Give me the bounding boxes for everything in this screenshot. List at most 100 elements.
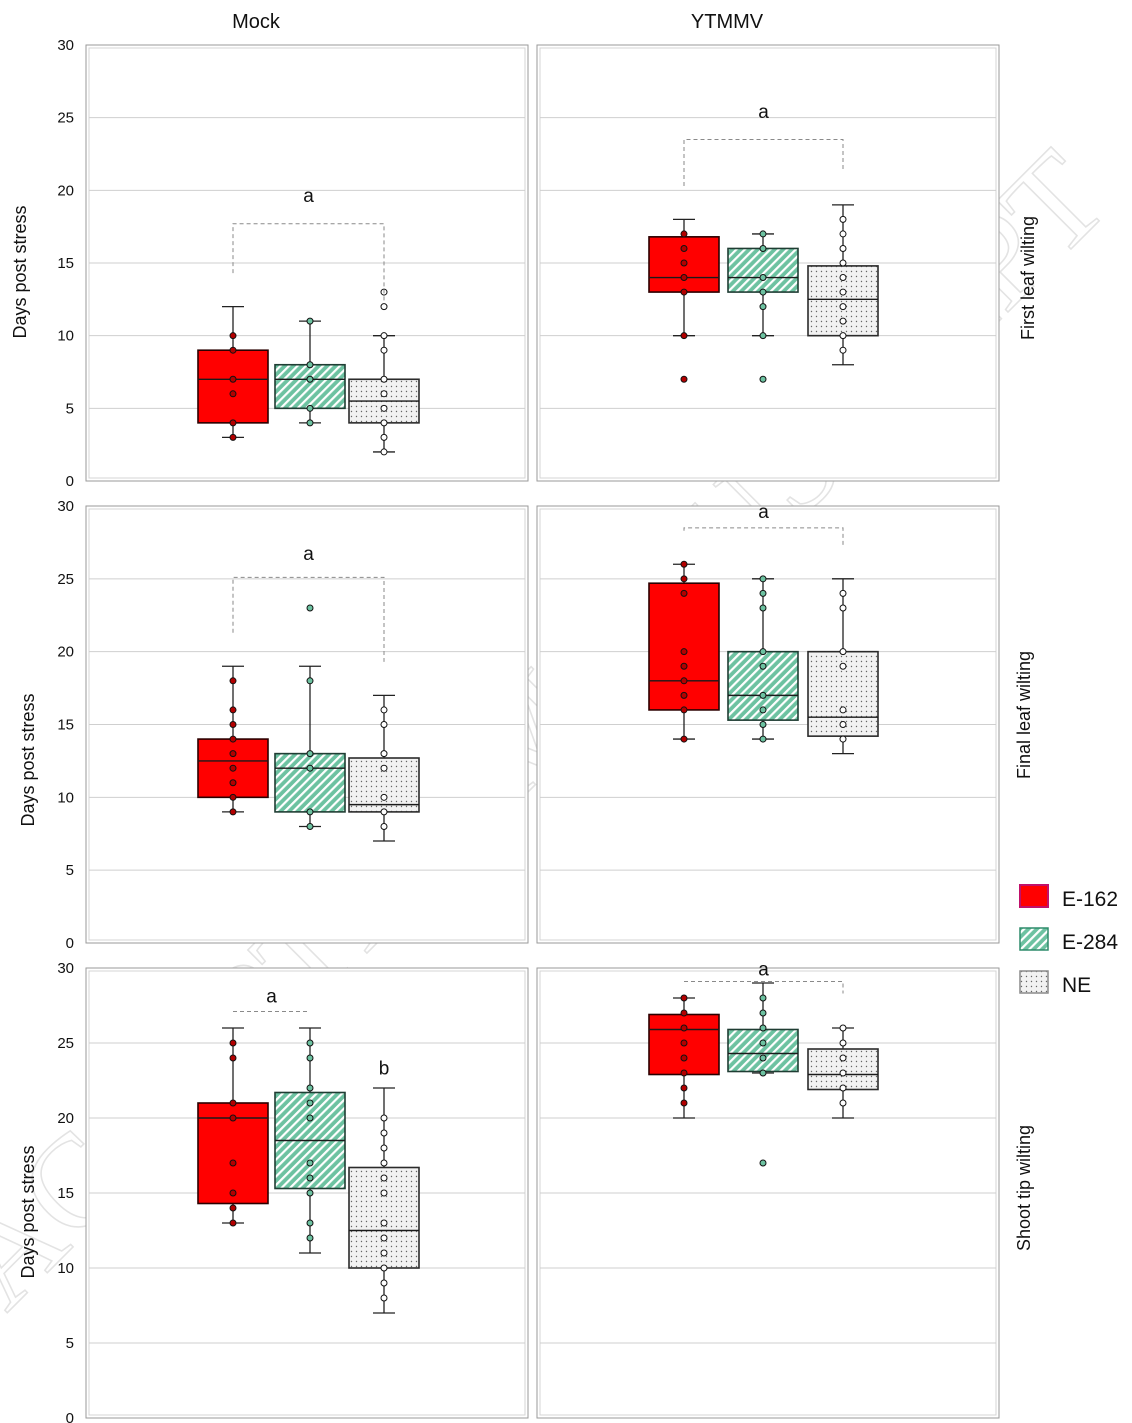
panel-final-leaf-wilting-ytmmv-e-284-point bbox=[759, 604, 767, 612]
panel-final-leaf-wilting-ytmmv-e-162-point bbox=[680, 677, 688, 685]
panel-shoot-tip-wilting-ytmmv-e-284-point bbox=[759, 1024, 767, 1032]
panel-first-leaf-wilting-mock-ne-point bbox=[380, 404, 388, 412]
panel-first-leaf-wilting-ytmmv-ne-point bbox=[839, 332, 847, 340]
panel-first-leaf-wilting-mock-e-162-box bbox=[197, 349, 269, 424]
panel-shoot-tip-wilting-ytmmv-e-284-point bbox=[759, 1159, 767, 1167]
panel-first-leaf-wilting-mock-y-tick-label: 5 bbox=[66, 400, 74, 417]
panel-shoot-tip-wilting-mock-y-tick-label: 0 bbox=[66, 1410, 74, 1423]
panel-first-leaf-wilting-ytmmv-e-284-point bbox=[759, 244, 767, 252]
panel-first-leaf-wilting-mock-ne-point bbox=[380, 390, 388, 398]
legend-label-e-162: E-162 bbox=[1062, 888, 1118, 911]
panel-first-leaf-wilting-mock-y-tick-label: 15 bbox=[57, 255, 74, 272]
panel-final-leaf-wilting-mock-ne-box bbox=[348, 757, 420, 813]
panel-shoot-tip-wilting-mock-e-284-point bbox=[306, 1174, 314, 1182]
panel-final-leaf-wilting-ytmmv-e-162-point bbox=[680, 691, 688, 699]
panel-first-leaf-wilting-mock-e-284-point bbox=[306, 375, 314, 383]
panel-final-leaf-wilting-mock-e-162-point bbox=[229, 677, 237, 685]
panel-final-leaf-wilting-mock-e-162-point bbox=[229, 764, 237, 772]
panel-final-leaf-wilting-mock-ne-point bbox=[380, 808, 388, 816]
panel-first-leaf-wilting-ytmmv-ne-point bbox=[839, 288, 847, 296]
panel-final-leaf-wilting-ytmmv-significance-bracket bbox=[683, 527, 844, 546]
panel-first-leaf-wilting-ytmmv-ne-point bbox=[839, 244, 847, 252]
panel-shoot-tip-wilting-mock-y-tick-label: 20 bbox=[57, 1110, 74, 1127]
panel-first-leaf-wilting-mock-e-162-point bbox=[229, 390, 237, 398]
panel-first-leaf-wilting-mock-y-tick-label: 30 bbox=[57, 37, 74, 54]
panel-shoot-tip-wilting-mock-e-284-point bbox=[306, 1159, 314, 1167]
panel-shoot-tip-wilting-ytmmv-ne-point bbox=[839, 1099, 847, 1107]
legend-swatch-e-284 bbox=[1019, 927, 1049, 951]
panel-shoot-tip-wilting-mock-e-284-point bbox=[306, 1054, 314, 1062]
panel-shoot-tip-wilting-ytmmv-e-284-box bbox=[727, 1028, 799, 1073]
panel-final-leaf-wilting-mock-e-284-point bbox=[306, 822, 314, 830]
panel-shoot-tip-wilting-mock-e-162-point bbox=[229, 1039, 237, 1047]
panel-first-leaf-wilting-ytmmv-e-162-point bbox=[680, 259, 688, 267]
panel-final-leaf-wilting-ytmmv-e-162-point bbox=[680, 662, 688, 670]
panel-first-leaf-wilting-mock-y-tick-label: 0 bbox=[66, 473, 74, 490]
legend-label-e-284: E-284 bbox=[1062, 931, 1118, 954]
panel-shoot-tip-wilting-mock-e-162-point bbox=[229, 1204, 237, 1212]
panel-first-leaf-wilting-mock-e-284-point bbox=[306, 419, 314, 427]
panel-first-leaf-wilting-mock-e-162-point bbox=[229, 433, 237, 441]
panel-shoot-tip-wilting-mock-ne-point bbox=[380, 1249, 388, 1257]
panel-shoot-tip-wilting-mock-e-162-point bbox=[229, 1159, 237, 1167]
panel-first-leaf-wilting-mock-ne-point bbox=[380, 433, 388, 441]
y-axis-title-row-3: Days post stress bbox=[18, 1145, 38, 1278]
panel-first-leaf-wilting-mock-ne-point bbox=[380, 303, 388, 311]
panel-shoot-tip-wilting-ytmmv-ne-point bbox=[839, 1024, 847, 1032]
panel-first-leaf-wilting-ytmmv-significance-bracket bbox=[683, 138, 844, 186]
panel-final-leaf-wilting-mock-y-tick-label: 10 bbox=[57, 789, 74, 806]
panel-final-leaf-wilting-mock-ne-point bbox=[380, 750, 388, 758]
panel-final-leaf-wilting-mock-e-162-point bbox=[229, 779, 237, 787]
panel-final-leaf-wilting-ytmmv-e-162-point bbox=[680, 648, 688, 656]
panel-first-leaf-wilting-mock-ne-point bbox=[380, 346, 388, 354]
panel-final-leaf-wilting-mock-y-tick-label: 5 bbox=[66, 862, 74, 879]
panel-final-leaf-wilting-mock-y-tick-label: 30 bbox=[57, 498, 74, 515]
legend-swatch-ne bbox=[1019, 970, 1049, 994]
panel-final-leaf-wilting-mock-e-284-point bbox=[306, 677, 314, 685]
panel-final-leaf-wilting-ytmmv-ne-point bbox=[839, 589, 847, 597]
panel-final-leaf-wilting-mock-ne-point bbox=[380, 764, 388, 772]
panel-shoot-tip-wilting-mock-e-162-point bbox=[229, 1054, 237, 1062]
panel-first-leaf-wilting-mock: 0 5 10 15 20 25 30 a bbox=[57, 37, 529, 490]
panel-final-leaf-wilting-ytmmv-ne-point bbox=[839, 662, 847, 670]
panel-final-leaf-wilting-ytmmv-ne-point bbox=[839, 604, 847, 612]
panel-first-leaf-wilting-ytmmv-ne-point bbox=[839, 346, 847, 354]
y-axis-title-row-2: Days post stress bbox=[18, 693, 38, 826]
row-label-shoot-tip-wilting: Shoot tip wilting bbox=[1014, 1125, 1034, 1251]
panel-first-leaf-wilting-mock-e-284-point bbox=[306, 317, 314, 325]
panel-shoot-tip-wilting-ytmmv-e-162-point bbox=[680, 1084, 688, 1092]
panel-shoot-tip-wilting-mock-e-162-point bbox=[229, 1189, 237, 1197]
panel-final-leaf-wilting-ytmmv-e-284-point bbox=[759, 691, 767, 699]
panel-final-leaf-wilting-mock-y-tick-label: 15 bbox=[57, 717, 74, 734]
panel-first-leaf-wilting-ytmmv-ne-point bbox=[839, 317, 847, 325]
panel-final-leaf-wilting-mock-e-284-point bbox=[306, 808, 314, 816]
panel-shoot-tip-wilting-mock-ne-point bbox=[380, 1189, 388, 1197]
panel-shoot-tip-wilting-mock-e-284-point bbox=[306, 1099, 314, 1107]
panel-first-leaf-wilting-mock-e-162-point bbox=[229, 375, 237, 383]
panel-first-leaf-wilting-ytmmv-e-162-point bbox=[680, 288, 688, 296]
panel-final-leaf-wilting-mock-e-284-box bbox=[274, 752, 346, 813]
panel-final-leaf-wilting-mock-e-162-point bbox=[229, 793, 237, 801]
panel-final-leaf-wilting-mock-e-162-point bbox=[229, 721, 237, 728]
panel-shoot-tip-wilting-mock-ne-point bbox=[380, 1174, 388, 1182]
panel-final-leaf-wilting-mock: 0 5 10 15 20 25 30 a bbox=[57, 498, 529, 952]
panel-shoot-tip-wilting-mock-e-284-point bbox=[306, 1189, 314, 1197]
panel-first-leaf-wilting-ytmmv-e-162-point bbox=[680, 332, 688, 340]
panel-final-leaf-wilting-mock-significance-bracket bbox=[232, 576, 385, 662]
panel-final-leaf-wilting-ytmmv-e-284-point bbox=[759, 721, 767, 728]
panel-shoot-tip-wilting-mock: 0 5 10 15 20 25 30 a b bbox=[57, 960, 529, 1423]
panel-first-leaf-wilting-ytmmv-ne-point bbox=[839, 274, 847, 282]
panel-final-leaf-wilting-ytmmv: a bbox=[536, 502, 1000, 944]
panel-shoot-tip-wilting-ytmmv: a bbox=[536, 960, 1000, 1419]
panel-first-leaf-wilting-ytmmv-e-162-point bbox=[680, 375, 688, 383]
panel-final-leaf-wilting-mock-e-162-point bbox=[229, 808, 237, 816]
panel-shoot-tip-wilting-ytmmv-e-284-point bbox=[759, 994, 767, 1002]
panel-first-leaf-wilting-mock-ne-point bbox=[380, 375, 388, 383]
panel-shoot-tip-wilting-ytmmv-e-162-point bbox=[680, 1039, 688, 1047]
panel-first-leaf-wilting-ytmmv-e-284-box bbox=[727, 247, 799, 293]
panel-final-leaf-wilting-ytmmv-e-162-point bbox=[680, 706, 688, 714]
panels-layer: 0 5 10 15 20 25 30 a a 0 5 10 15 20 25 30 a a 0 5 10 15 20 25 30… bbox=[57, 37, 1000, 1423]
panel-shoot-tip-wilting-ytmmv-ne-point bbox=[839, 1054, 847, 1062]
legend: E-162 E-284 NE bbox=[1019, 884, 1118, 997]
